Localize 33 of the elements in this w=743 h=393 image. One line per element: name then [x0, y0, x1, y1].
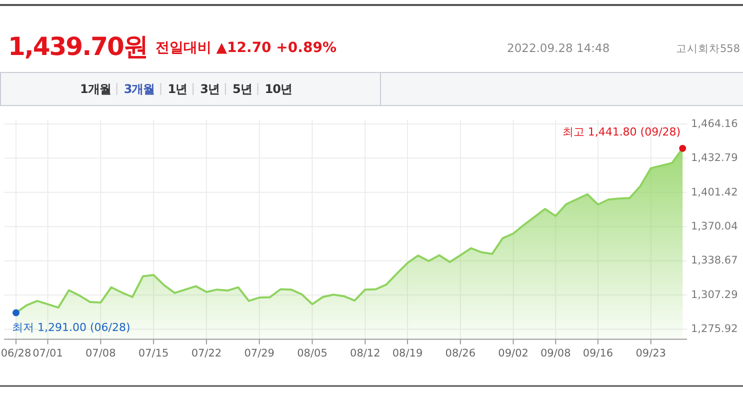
text: 10년 — [264, 82, 292, 96]
text: 고시회차558 — [676, 43, 740, 55]
y-tick-label: 1,432.79 — [691, 152, 738, 164]
x-tick-label: 07/29 — [244, 347, 274, 360]
text: 1년 — [168, 82, 188, 96]
x-tick-label: 09/08 — [540, 347, 571, 360]
x-tick-label: 07/01 — [32, 347, 63, 360]
x-tick-label: 09/02 — [498, 347, 528, 360]
chart-subtitle: 전일대비 ▲12.70 +0.89% — [155, 40, 336, 56]
x-tick-label: 07/22 — [191, 347, 222, 360]
x-tick-label: 06/28 — [0, 347, 32, 360]
y-tick-label: 1,307.29 — [691, 288, 738, 301]
x-tick-label: 08/26 — [445, 347, 476, 360]
annotation: 최고 1,441.80 (09/28) — [562, 125, 681, 138]
text: 5년 — [232, 82, 252, 96]
y-tick-label: 1,370.04 — [691, 220, 738, 232]
x-tick-label: 08/05 — [297, 347, 328, 360]
y-tick-label: 1,338.67 — [691, 254, 738, 267]
text: 1개월 — [80, 82, 111, 96]
text: 3년 — [200, 82, 220, 96]
x-tick-label: 08/12 — [350, 347, 380, 360]
y-tick-label: 1,464.16 — [691, 118, 738, 130]
text: 2022.09.28 14:48 — [507, 41, 610, 55]
x-tick-label: 08/19 — [392, 347, 423, 360]
y-tick-label: 1,275.92 — [691, 323, 738, 336]
x-tick-label: 07/15 — [138, 347, 169, 360]
chart-title: 1,439.70원 — [8, 32, 148, 61]
x-tick-label: 09/16 — [582, 347, 614, 360]
y-tick-label: 1,401.42 — [691, 186, 738, 198]
annotation: 최저 1,291.00 (06/28) — [12, 320, 130, 334]
text: 3개월 — [124, 82, 155, 96]
x-tick-label: 07/08 — [86, 347, 116, 360]
x-tick-label: 09/23 — [636, 347, 666, 360]
